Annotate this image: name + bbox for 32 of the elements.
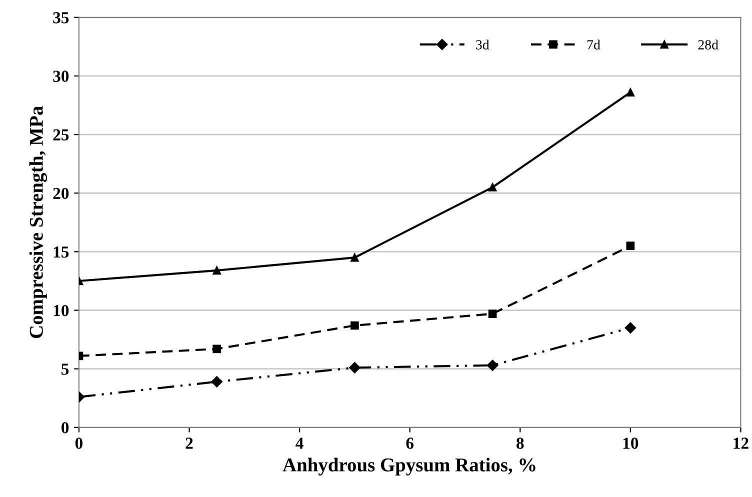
legend-label: 28d bbox=[698, 40, 718, 50]
x-tick-label: 4 bbox=[296, 438, 304, 449]
x-tick-label: 2 bbox=[186, 438, 193, 449]
y-tick-label: 0 bbox=[62, 422, 69, 434]
point bbox=[350, 321, 359, 330]
point bbox=[211, 376, 222, 388]
x-tick-label: 8 bbox=[516, 438, 524, 449]
point bbox=[488, 310, 497, 318]
x-tick-label: 0 bbox=[75, 438, 82, 449]
x-tick-label: 6 bbox=[406, 438, 414, 449]
y-tick-label: 25 bbox=[53, 129, 69, 140]
y-tick-label: 30 bbox=[53, 70, 69, 82]
y-tick-label: 35 bbox=[53, 12, 69, 24]
x-axis-title: Anhydrous Gpysum Ratios, % bbox=[282, 458, 536, 476]
y-tick-label: 5 bbox=[62, 364, 69, 375]
point bbox=[350, 253, 359, 262]
y-tick-label: 15 bbox=[54, 246, 69, 258]
point bbox=[488, 183, 497, 192]
legend-label: 3d bbox=[476, 40, 490, 50]
x-tick-label: 12 bbox=[734, 438, 748, 449]
y-axis-title: Compressive Strength, MPa bbox=[29, 106, 48, 338]
point bbox=[486, 360, 498, 371]
point bbox=[212, 266, 221, 275]
point bbox=[624, 322, 636, 334]
x-tick-label: 10 bbox=[623, 438, 638, 449]
point bbox=[626, 242, 635, 250]
point bbox=[626, 88, 635, 97]
y-tick-label: 20 bbox=[53, 188, 69, 200]
y-tick-label: 10 bbox=[54, 304, 69, 316]
point bbox=[212, 344, 221, 354]
point bbox=[349, 362, 360, 374]
legend-label: 7d bbox=[587, 40, 600, 50]
